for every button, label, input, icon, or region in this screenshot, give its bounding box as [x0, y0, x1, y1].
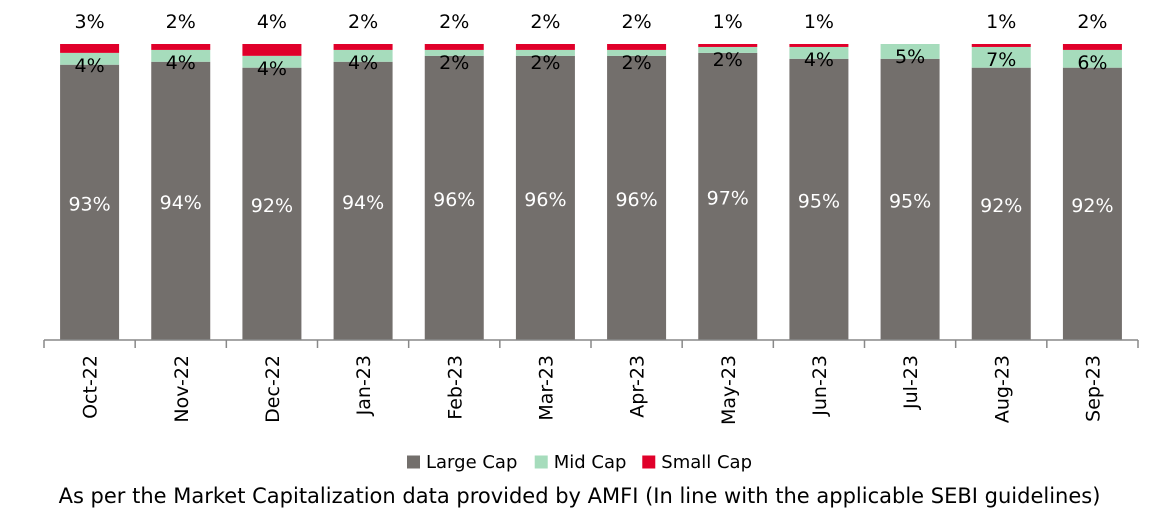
data-label: 2%	[439, 11, 469, 33]
bar-segment-mid-cap	[698, 46, 758, 53]
data-label: 96%	[615, 189, 657, 211]
data-label: 7%	[986, 49, 1016, 71]
data-label: 2%	[622, 11, 652, 33]
data-label: 2%	[530, 52, 560, 74]
bar-segment-large-cap	[242, 67, 302, 341]
bar-segment-large-cap	[60, 64, 120, 340]
legend-label: Large Cap	[426, 452, 517, 473]
x-tick-label: Dec-22	[262, 355, 284, 423]
bar-segment-mid-cap	[607, 49, 667, 56]
bar-segment-large-cap	[515, 55, 575, 341]
data-label: 96%	[524, 189, 566, 211]
bar-segment-mid-cap	[515, 49, 575, 56]
bar-segment-small-cap	[971, 44, 1031, 47]
bar-segment-small-cap	[424, 44, 484, 50]
data-label: 2%	[530, 11, 560, 33]
data-label: 2%	[713, 49, 743, 71]
bar-segment-mid-cap	[789, 46, 849, 59]
bar-segment-small-cap	[1062, 44, 1122, 50]
x-tick-label: Nov-22	[171, 355, 193, 423]
bar-segment-large-cap	[151, 61, 211, 340]
data-label: 4%	[348, 52, 378, 74]
x-tick-label: Jun-23	[809, 355, 831, 417]
data-label: 94%	[160, 192, 202, 214]
x-tick-label: Feb-23	[444, 355, 466, 420]
data-label: 2%	[348, 11, 378, 33]
x-tick-label: May-23	[718, 355, 740, 425]
bar-segment-mid-cap	[1062, 49, 1122, 68]
bar-segment-mid-cap	[242, 55, 302, 68]
data-label: 1%	[713, 11, 743, 33]
data-label: 4%	[804, 49, 834, 71]
x-tick-label: Aug-23	[991, 355, 1013, 423]
legend-label: Small Cap	[661, 452, 752, 473]
x-tick-label: Mar-23	[535, 355, 557, 421]
data-label: 92%	[980, 195, 1022, 217]
x-tick-label: Jul-23	[900, 355, 922, 410]
bar-segment-small-cap	[242, 44, 302, 56]
x-tick-label: Apr-23	[627, 355, 649, 418]
bar-segment-mid-cap	[60, 52, 120, 65]
data-label: 4%	[166, 52, 196, 74]
data-label: 96%	[433, 189, 475, 211]
data-label: 97%	[707, 187, 749, 209]
bar-segment-large-cap	[880, 58, 940, 341]
data-label: 95%	[889, 190, 931, 212]
data-label: 92%	[251, 195, 293, 217]
x-tick-label: Jan-23	[353, 355, 375, 416]
data-label: 94%	[342, 192, 384, 214]
legend-swatch	[534, 455, 548, 469]
bar-segment-mid-cap	[333, 49, 393, 62]
bar-segment-mid-cap	[971, 46, 1031, 68]
data-label: 2%	[1077, 11, 1107, 33]
bar-segment-large-cap	[607, 55, 667, 341]
bar-segment-small-cap	[60, 44, 120, 53]
data-label: 4%	[257, 11, 287, 33]
data-label: 5%	[895, 46, 925, 68]
legend-label: Mid Cap	[554, 452, 627, 473]
bar-segment-large-cap	[1062, 67, 1122, 341]
data-label: 4%	[257, 58, 287, 80]
bar-segment-small-cap	[151, 44, 211, 50]
data-label: 1%	[804, 11, 834, 33]
data-label: 92%	[1071, 195, 1113, 217]
bar-segment-large-cap	[971, 67, 1031, 341]
bar-segment-small-cap	[698, 44, 758, 47]
data-label: 2%	[622, 52, 652, 74]
data-label: 2%	[439, 52, 469, 74]
bar-segment-mid-cap	[424, 49, 484, 56]
bar-segment-mid-cap	[880, 44, 940, 59]
data-label: 1%	[986, 11, 1016, 33]
bar-segment-large-cap	[424, 55, 484, 341]
x-tick-label: Oct-22	[80, 355, 102, 419]
bar-segment-large-cap	[789, 58, 849, 341]
data-label: 93%	[68, 193, 110, 215]
legend-swatch	[642, 455, 656, 469]
data-label: 3%	[75, 11, 105, 33]
bar-segment-small-cap	[333, 44, 393, 50]
data-label: 95%	[798, 190, 840, 212]
bar-segment-small-cap	[789, 44, 849, 47]
bar-segment-small-cap	[515, 44, 575, 50]
bar-segment-mid-cap	[151, 49, 211, 62]
bar-segment-large-cap	[698, 52, 758, 340]
data-label: 2%	[166, 11, 196, 33]
legend-swatch	[407, 455, 420, 469]
data-label: 4%	[75, 55, 105, 77]
x-tick-label: Sep-23	[1082, 355, 1104, 422]
bar-segment-small-cap	[607, 44, 667, 50]
data-label: 6%	[1077, 52, 1107, 74]
bar-segment-large-cap	[333, 61, 393, 340]
chart-footnote: As per the Market Capitalization data pr…	[58, 484, 1101, 508]
